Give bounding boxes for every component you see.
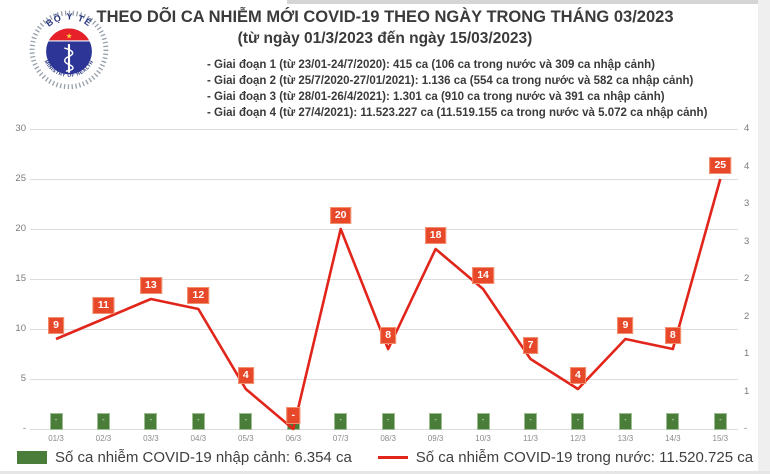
period-3-line: - Giai đoạn 3 (từ 28/01-26/4/2021): 1.30… (207, 91, 665, 103)
y-axis-label-left: 25 (15, 173, 26, 184)
import-label-box: - (429, 413, 443, 430)
y-axis-label-right: - (744, 423, 748, 434)
gridline (30, 179, 738, 180)
import-label-box: - (239, 413, 253, 430)
period-2-line: - Giai đoạn 2 (từ 25/7/2020-27/01/2021):… (207, 75, 694, 87)
case-count-label: 12 (187, 287, 210, 304)
logo-sunburst (29, 10, 109, 90)
case-count-label: 9 (617, 317, 634, 334)
period-4-line: - Giai đoạn 4 (từ 27/4/2021): 11.523.227… (207, 107, 708, 119)
logo-star-icon: ★ (66, 32, 73, 41)
x-axis-label: 05/3 (238, 434, 254, 443)
y-axis-label-left: - (22, 423, 26, 434)
y-axis-label-right: 4 (744, 123, 750, 134)
import-label-box: - (571, 413, 585, 430)
red-line-swatch (377, 455, 408, 460)
x-axis-label: 09/3 (427, 434, 444, 443)
import-label-box: - (524, 413, 537, 430)
case-count-label: 25 (709, 157, 732, 174)
gridline (30, 229, 738, 230)
x-axis-label: 10/3 (475, 434, 491, 443)
y-axis-label-left: 10 (15, 323, 26, 334)
gridline (30, 279, 738, 280)
case-count-label: 13 (140, 277, 162, 294)
case-count-label: 18 (424, 227, 447, 244)
case-count-label: 8 (664, 327, 681, 344)
chart-subtitle: (từ ngày 01/3/2023 đến ngày 15/03/2023) (237, 30, 533, 47)
right-edge-strip (758, 0, 770, 474)
import-label-box: - (334, 413, 348, 430)
case-count-label: 7 (522, 337, 539, 354)
legend-label-domestic: Số ca nhiễm COVID-19 trong nước: 11.520.… (415, 449, 754, 466)
case-count-label: 9 (48, 317, 64, 334)
x-axis-label: 06/3 (285, 434, 302, 443)
legend-item-domestic: Số ca nhiễm COVID-19 trong nước: 11.520.… (377, 449, 754, 466)
y-axis-label-left: 5 (20, 373, 26, 384)
trend-polyline (55, 178, 722, 431)
import-label-box: - (49, 413, 63, 430)
gridline (30, 129, 738, 130)
y-axis-label-right: 2 (744, 310, 750, 322)
import-label-box: - (666, 413, 680, 430)
import-label-box: - (381, 413, 395, 430)
legend-label-imported: Số ca nhiễm COVID-19 nhập cảnh: 6.354 ca (54, 449, 352, 466)
x-axis-label: 13/3 (617, 434, 634, 443)
y-axis-label-left: 30 (15, 123, 26, 134)
case-count-label: 8 (380, 327, 397, 344)
case-count-label: 4 (570, 367, 586, 384)
import-label-box: - (144, 413, 158, 430)
green-square-swatch (16, 451, 47, 464)
top-edge-strip (287, 0, 770, 4)
case-count-label: 11 (92, 297, 114, 314)
gridline (30, 379, 738, 380)
period-1-line: - Giai đoạn 1 (từ 23/01-24/7/2020): 415 … (207, 59, 655, 71)
import-label-box: - (476, 413, 490, 430)
logo-asclepius-staff-icon (63, 43, 74, 74)
y-axis-label-right: 3 (744, 198, 750, 209)
import-label-box: - (618, 413, 632, 430)
y-axis-label-right: 1 (744, 385, 750, 397)
bottom-edge-strip (0, 471, 770, 474)
y-axis-label-left: 20 (15, 223, 26, 234)
x-axis-label: 07/3 (332, 434, 349, 443)
case-count-label: - (286, 407, 300, 424)
x-axis-label: 14/3 (665, 434, 681, 443)
y-axis-label-right: 4 (744, 160, 750, 172)
case-count-label: 4 (237, 367, 254, 384)
x-axis-label: 11/3 (523, 434, 538, 443)
x-axis-label: 02/3 (95, 434, 112, 443)
legend-item-imported: Số ca nhiễm COVID-19 nhập cảnh: 6.354 ca (16, 449, 352, 466)
period-summary: - Giai đoạn 1 (từ 23/01-24/7/2020): 415 … (207, 57, 707, 121)
ministry-of-health-logo: BỘ Y TẾ MINISTRY OF HEALTH ★ (29, 10, 109, 90)
import-label-box: - (191, 413, 205, 430)
y-axis-label-right: 2 (744, 273, 750, 284)
legend: Số ca nhiễm COVID-19 nhập cảnh: 6.354 ca… (0, 449, 770, 466)
x-axis-label: 03/3 (143, 434, 159, 443)
case-count-label: 20 (329, 207, 352, 224)
x-axis-label: 08/3 (380, 434, 396, 443)
y-axis-label-right: 1 (744, 348, 750, 359)
x-axis-label: 12/3 (570, 434, 586, 443)
import-label-box: - (713, 413, 727, 430)
x-axis-label: 01/3 (48, 434, 64, 443)
import-label-box: - (96, 413, 110, 430)
x-axis-label: 04/3 (190, 434, 207, 443)
chart-title: THEO DÕI CA NHIỄM MỚI COVID-19 THEO NGÀY… (96, 8, 674, 26)
x-axis-label: 15/3 (712, 434, 729, 443)
case-count-label: 14 (472, 267, 494, 284)
y-axis-label-right: 3 (744, 235, 750, 247)
y-axis-label-left: 15 (15, 273, 26, 284)
